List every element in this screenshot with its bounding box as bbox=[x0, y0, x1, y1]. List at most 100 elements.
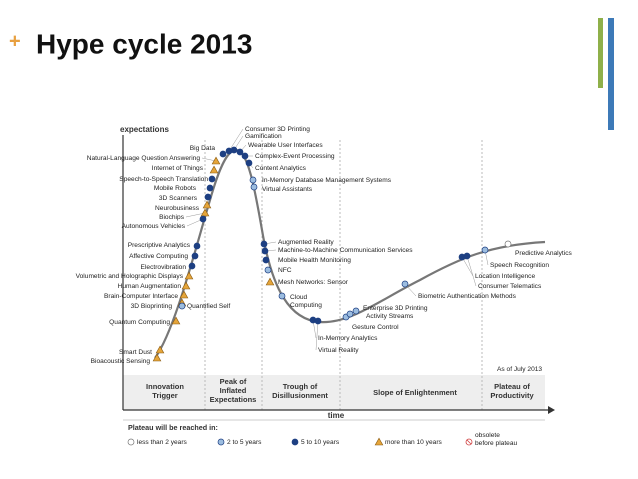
technology-label: Quantified Self bbox=[187, 303, 230, 310]
marker bbox=[262, 256, 270, 264]
technology-label: Smart Dust bbox=[119, 349, 152, 356]
technology-label: Content Analytics bbox=[255, 165, 307, 172]
phase-label: Disillusionment bbox=[272, 391, 328, 400]
technology-label: Complex-Event Processing bbox=[255, 153, 335, 160]
phase-label: Trigger bbox=[152, 391, 178, 400]
technology-label: 3D Bioprinting bbox=[131, 303, 173, 310]
technology-label: Electrovibration bbox=[141, 264, 187, 271]
marker bbox=[127, 438, 135, 446]
as-of: As of July 2013 bbox=[497, 366, 542, 373]
phase-dividers bbox=[204, 140, 483, 410]
legend-title: Plateau will be reached in: bbox=[128, 423, 218, 432]
marker bbox=[179, 290, 189, 299]
marker bbox=[171, 316, 181, 325]
marker bbox=[245, 159, 253, 167]
legend-label: 5 to 10 years bbox=[301, 439, 340, 446]
marker bbox=[260, 240, 268, 248]
leader-line bbox=[185, 212, 206, 218]
technology-label: Mobile Health Monitoring bbox=[278, 257, 351, 264]
marker-cross bbox=[466, 439, 472, 445]
marker bbox=[261, 247, 269, 255]
technology-label: Wearable User Interfaces bbox=[248, 142, 323, 149]
marker bbox=[265, 277, 275, 286]
technology-label: Virtual Assistants bbox=[262, 186, 313, 193]
technology-label: 3D Scanners bbox=[159, 195, 198, 202]
marker bbox=[504, 240, 512, 248]
slide-title: Hype cycle 2013 bbox=[36, 28, 252, 59]
marker bbox=[401, 280, 409, 288]
x-axis-label: time bbox=[328, 411, 345, 420]
marker bbox=[249, 176, 257, 184]
phase-label: Peak of bbox=[220, 377, 247, 386]
technology-label: Volumetric and Holographic Displays bbox=[76, 273, 184, 280]
technology-label: Computing bbox=[290, 302, 322, 309]
leader-line bbox=[201, 157, 217, 162]
marker bbox=[241, 152, 249, 160]
phase-label: Trough of bbox=[283, 382, 318, 391]
technology-label: Autonomous Vehicles bbox=[122, 223, 186, 230]
marker bbox=[314, 317, 322, 325]
technology-label: In-Memory Analytics bbox=[318, 335, 378, 342]
marker bbox=[209, 165, 219, 174]
technology-label: Affective Computing bbox=[129, 253, 188, 260]
marker bbox=[152, 353, 162, 362]
legend-label: 2 to 5 years bbox=[227, 439, 262, 446]
technology-label: Prescriptive Analytics bbox=[128, 242, 191, 249]
technology-label: Location Intelligence bbox=[475, 273, 535, 280]
leader-line bbox=[228, 128, 244, 152]
technology-label: Brain-Computer Interface bbox=[104, 293, 178, 300]
marker bbox=[206, 184, 214, 192]
technology-label: In-Memory Database Management Systems bbox=[262, 177, 392, 184]
axis-arrow bbox=[548, 406, 555, 414]
marker bbox=[346, 310, 354, 318]
technology-label: Biochips bbox=[159, 214, 185, 221]
technology-label: NFC bbox=[278, 267, 292, 274]
technology-label: Virtual Reality bbox=[318, 347, 359, 354]
technology-label: Consumer Telematics bbox=[478, 283, 542, 290]
marker bbox=[181, 281, 191, 290]
marker bbox=[236, 148, 244, 156]
leader-line bbox=[466, 255, 477, 287]
phase-label: Productivity bbox=[490, 391, 534, 400]
technology-label: Gamification bbox=[245, 133, 282, 140]
marker bbox=[155, 345, 165, 354]
technology-label: Internet of Things bbox=[152, 165, 204, 172]
technology-label: Natural-Language Question Answering bbox=[87, 155, 201, 162]
technology-label: Big Data bbox=[190, 145, 216, 152]
marker bbox=[199, 215, 207, 223]
marker bbox=[463, 252, 471, 260]
technology-label: Quantum Computing bbox=[109, 319, 170, 326]
leader-line bbox=[315, 320, 319, 351]
technology-label: Human Augmentation bbox=[118, 283, 182, 290]
marker bbox=[264, 266, 272, 274]
accent-bar bbox=[608, 18, 614, 130]
technology-label: Mobile Robots bbox=[154, 185, 197, 192]
technology-label: Speech-to-Speech Translation bbox=[119, 176, 208, 183]
marker bbox=[219, 150, 227, 158]
technology-label: Enterprise 3D Printing bbox=[363, 305, 428, 312]
legend-label: before plateau bbox=[475, 440, 517, 447]
phase-label: Innovation bbox=[146, 382, 184, 391]
technology-label: Neurobusiness bbox=[155, 205, 200, 212]
technology-label: Predictive Analytics bbox=[515, 250, 573, 257]
technology-label: Consumer 3D Printing bbox=[245, 126, 310, 133]
marker bbox=[202, 200, 212, 209]
marker bbox=[193, 242, 201, 250]
marker bbox=[200, 208, 210, 217]
phase-label: Expectations bbox=[210, 395, 257, 404]
title-mark: + bbox=[9, 30, 21, 52]
technology-label: Cloud bbox=[290, 294, 308, 301]
marker bbox=[178, 302, 186, 310]
marker bbox=[481, 246, 489, 254]
technology-label: Bioacoustic Sensing bbox=[91, 358, 151, 365]
technology-label: Augmented Reality bbox=[278, 239, 334, 246]
marker bbox=[184, 271, 194, 280]
marker bbox=[374, 437, 384, 446]
y-axis-label: expectations bbox=[120, 125, 169, 134]
technology-label: Mesh Networks: Sensor bbox=[278, 279, 349, 286]
marker bbox=[211, 156, 221, 165]
phase-label: Slope of Enlightenment bbox=[373, 388, 457, 397]
marker bbox=[291, 438, 299, 446]
technology-label: Machine-to-Machine Communication Service… bbox=[278, 247, 413, 254]
